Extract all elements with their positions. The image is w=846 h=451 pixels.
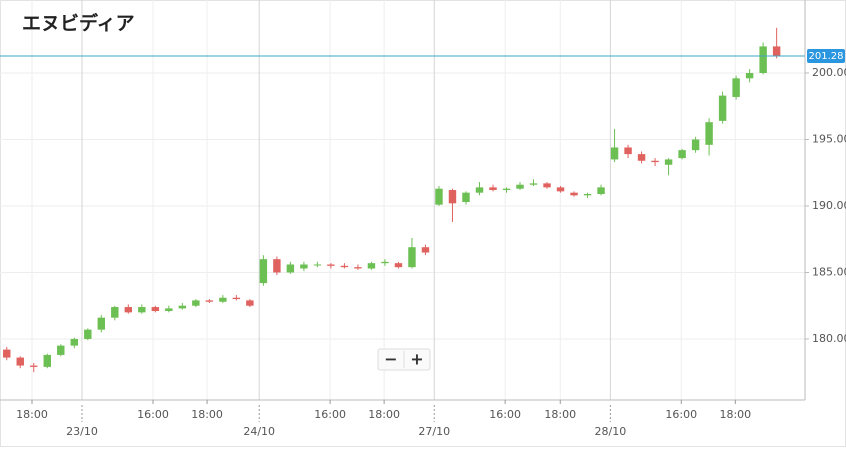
candle-body — [84, 329, 92, 339]
candle-body — [165, 308, 173, 312]
y-tick-label: 200.00 — [812, 66, 846, 79]
candle-body — [30, 365, 38, 367]
candle-body — [583, 194, 592, 196]
candle-body — [705, 122, 713, 145]
zoom-out-button[interactable]: − — [384, 350, 397, 369]
y-tick-label: 195.00 — [812, 132, 846, 145]
candle-body — [232, 297, 241, 300]
x-tick-label: 16:00 — [137, 408, 169, 421]
candle-body — [381, 261, 389, 264]
candle-body — [624, 147, 632, 155]
candles — [3, 27, 781, 373]
candle-body — [664, 159, 673, 165]
candle-body — [70, 338, 79, 346]
y-tick-label: 185.00 — [812, 265, 846, 278]
candle-body — [637, 154, 646, 161]
x-tick-label: 23/10 — [66, 425, 98, 438]
candle-body — [570, 192, 578, 196]
x-tick-label: 16:00 — [314, 408, 346, 421]
candle-body — [151, 307, 160, 312]
x-tick-label: 16:00 — [665, 408, 697, 421]
candle-body — [327, 264, 335, 266]
x-tick-label: 27/10 — [418, 425, 450, 438]
candle-body — [745, 73, 754, 79]
candle-body — [691, 139, 700, 151]
last-price-box — [807, 48, 845, 63]
x-tick-label: 18:00 — [368, 408, 400, 421]
candle-body — [367, 263, 376, 269]
chart-title: エヌビディア — [22, 12, 135, 35]
candle-body — [354, 267, 362, 269]
candle-body — [475, 187, 484, 193]
candle-body — [111, 307, 119, 318]
candle-body — [205, 300, 214, 302]
x-tick-label: 18:00 — [719, 408, 751, 421]
candle-body — [138, 307, 146, 313]
candle-body — [286, 264, 295, 273]
candle-body — [610, 147, 619, 160]
candle-body — [394, 263, 403, 268]
candle-body — [678, 150, 686, 159]
candle-body — [732, 78, 740, 97]
candle-body — [759, 46, 767, 74]
candle-body — [192, 300, 200, 306]
candle-body — [178, 305, 187, 309]
candle-body — [543, 183, 551, 188]
candle-body — [489, 187, 497, 191]
candle-body — [502, 188, 511, 191]
x-tick-label: 18:00 — [16, 408, 48, 421]
x-tick-label: 18:00 — [544, 408, 576, 421]
candle-body — [529, 183, 538, 185]
candle-body — [259, 259, 268, 284]
candle-body — [43, 354, 51, 367]
grid — [0, 0, 805, 400]
candle-body — [597, 187, 605, 195]
candle-body — [448, 190, 457, 204]
y-tick-label: 180.00 — [812, 332, 846, 345]
candle-body — [16, 357, 24, 366]
candle-body — [462, 192, 470, 202]
zoom-in-button[interactable]: + — [410, 350, 423, 369]
candle-body — [718, 95, 727, 121]
candle-body — [408, 247, 416, 268]
x-tick-label: 16:00 — [489, 408, 521, 421]
candle-body — [246, 300, 254, 306]
candle-body — [435, 188, 443, 205]
x-tick-label: 28/10 — [595, 425, 627, 438]
x-tick-label: 24/10 — [243, 425, 275, 438]
candle-body — [219, 297, 227, 302]
x-tick-label: 18:00 — [191, 408, 223, 421]
candle-body — [340, 265, 349, 268]
candle-body — [300, 264, 308, 269]
candle-body — [556, 187, 565, 192]
candle-body — [772, 46, 781, 56]
candle-body — [273, 259, 281, 273]
last-price-label: 201.28 — [809, 51, 844, 62]
candle-body — [3, 349, 11, 358]
y-tick-label: 190.00 — [812, 199, 846, 212]
candle-body — [313, 264, 322, 266]
candle-body — [516, 184, 524, 189]
candle-body — [124, 307, 133, 313]
candle-body — [57, 345, 65, 355]
candle-body — [97, 317, 106, 330]
candle-body — [421, 247, 430, 253]
zoom-controls: − + — [377, 348, 431, 371]
candle-body — [651, 160, 659, 163]
